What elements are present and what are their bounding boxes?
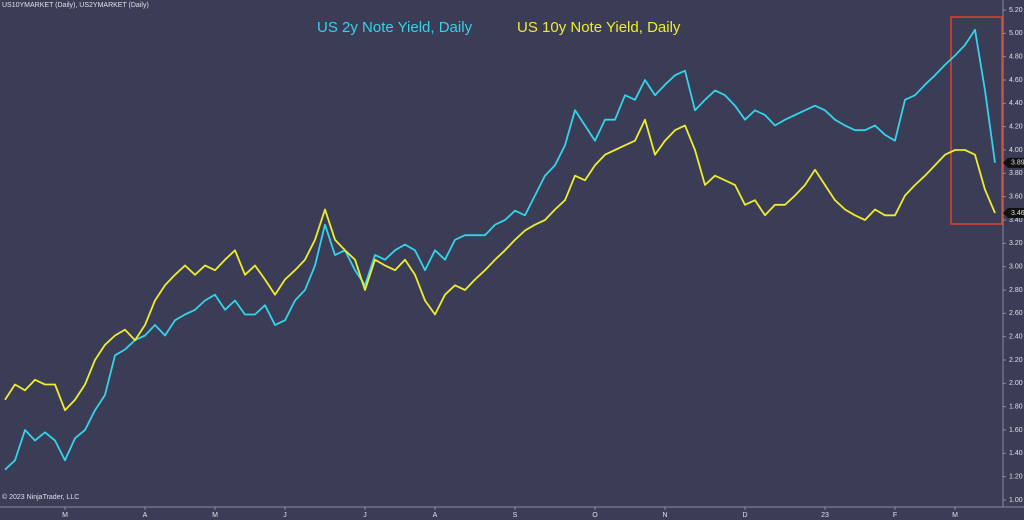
y-tick-label: 2.20: [1009, 357, 1023, 364]
last-value-label: 3.46: [1011, 210, 1024, 217]
last-value-marker: [1003, 208, 1024, 218]
x-tick-label: J: [283, 512, 287, 519]
y-tick-label: 5.00: [1009, 30, 1023, 37]
last-value-marker: [1003, 157, 1024, 168]
series-line: [4, 28, 996, 471]
y-tick-label: 3.20: [1009, 240, 1023, 247]
y-tick-label: 4.80: [1009, 54, 1023, 61]
highlight-box: [950, 16, 1003, 225]
x-tick-label: J: [363, 512, 367, 519]
y-tick-label: 1.60: [1009, 427, 1023, 434]
series-line: [4, 118, 996, 412]
y-tick-label: 2.60: [1009, 310, 1023, 317]
y-tick-label: 2.00: [1009, 380, 1023, 387]
header: US10YMARKET (Daily), US2YMARKET (Daily): [2, 2, 149, 9]
x-tick-label: N: [662, 512, 667, 519]
y-tick-label: 1.80: [1009, 404, 1023, 411]
y-tick-label: 3.60: [1009, 194, 1023, 201]
legend-entry: US 2y Note Yield, Daily: [317, 19, 473, 36]
y-tick-label: 2.80: [1009, 287, 1023, 294]
x-tick-label: A: [143, 512, 148, 519]
x-tick-label: F: [893, 512, 897, 519]
copyright: © 2023 NinjaTrader, LLC: [2, 493, 79, 501]
x-tick-label: O: [592, 512, 598, 519]
y-tick-label: 5.20: [1009, 7, 1023, 14]
y-tick-label: 3.40: [1009, 217, 1023, 224]
y-tick-label: 3.00: [1009, 264, 1023, 271]
x-tick-label: M: [952, 512, 958, 519]
last-value-label: 3.89: [1011, 160, 1024, 167]
y-tick-label: 1.00: [1009, 497, 1023, 504]
y-tick-label: 1.20: [1009, 474, 1023, 481]
x-tick-label: S: [513, 512, 518, 519]
y-tick-label: 3.80: [1009, 170, 1023, 177]
x-tick-label: A: [433, 512, 438, 519]
x-tick-label: 23: [821, 512, 829, 519]
y-tick-label: 4.60: [1009, 77, 1023, 84]
x-tick-label: M: [212, 512, 218, 519]
y-tick-label: 4.20: [1009, 124, 1023, 131]
x-tick-label: D: [742, 512, 747, 519]
y-tick-label: 2.40: [1009, 334, 1023, 341]
y-tick-label: 4.00: [1009, 147, 1023, 154]
y-tick-label: 4.40: [1009, 100, 1023, 107]
x-tick-label: M: [62, 512, 68, 519]
y-tick-label: 1.40: [1009, 450, 1023, 457]
legend-entry: US 10y Note Yield, Daily: [517, 19, 681, 36]
